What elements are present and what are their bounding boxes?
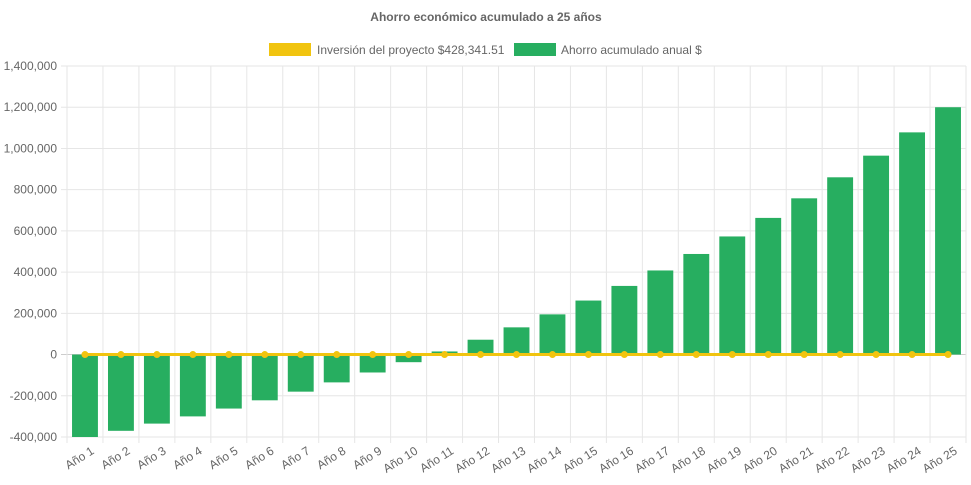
investment-point-23[interactable] <box>872 351 880 359</box>
investment-point-13[interactable] <box>513 351 520 359</box>
x-tick-label-19: Año 19 <box>704 444 744 476</box>
y-tick-label-7: 1,000,000 <box>4 141 58 155</box>
investment-point-1[interactable] <box>81 351 89 359</box>
legend-item-savings[interactable]: Ahorro acumulado anual $ <box>514 43 702 57</box>
y-tick-label-5: 600,000 <box>14 224 58 238</box>
bar-15[interactable] <box>575 300 602 355</box>
legend-item-investment[interactable]: Inversión del proyecto $428,341.51 <box>269 43 505 57</box>
investment-point-11[interactable] <box>441 351 449 359</box>
legend: Inversión del proyecto $428,341.51 Ahorr… <box>269 43 702 57</box>
y-tick-label-3: 200,000 <box>14 306 58 320</box>
investment-point-3[interactable] <box>153 351 161 359</box>
y-tick-label-8: 1,200,000 <box>4 100 58 114</box>
y-tick-label-2: 0 <box>50 348 57 362</box>
bar-10[interactable] <box>395 354 422 363</box>
legend-label-savings: Ahorro acumulado anual $ <box>561 43 702 57</box>
investment-point-4[interactable] <box>189 351 197 359</box>
y-tick-label-4: 400,000 <box>14 265 58 279</box>
x-tick-label-5: Año 5 <box>206 443 240 472</box>
x-tick-label-16: Año 16 <box>596 444 636 476</box>
investment-point-18[interactable] <box>692 351 700 359</box>
x-tick-label-10: Año 10 <box>381 444 421 476</box>
investment-point-10[interactable] <box>405 351 413 359</box>
bar-6[interactable] <box>251 354 278 401</box>
investment-point-14[interactable] <box>548 351 556 359</box>
investment-point-15[interactable] <box>584 351 592 359</box>
x-tick-label-8: Año 8 <box>314 443 348 472</box>
bar-16[interactable] <box>611 285 638 355</box>
x-tick-label-1: Año 1 <box>63 443 97 472</box>
x-axis: Año 1 Año 2 Año 3 Año 4 Año 5 Año 6 Año 7 Año 8… <box>63 443 960 475</box>
x-tick-label-7: Año 7 <box>278 443 312 472</box>
x-tick-label-18: Año 18 <box>668 444 708 476</box>
x-tick-label-20: Año 20 <box>740 444 780 476</box>
investment-point-9[interactable] <box>369 351 377 359</box>
x-tick-label-17: Año 17 <box>632 444 672 476</box>
bar-1[interactable] <box>72 354 98 437</box>
bar-23[interactable] <box>863 155 890 355</box>
investment-point-17[interactable] <box>656 351 664 359</box>
x-tick-label-9: Año 9 <box>350 443 384 472</box>
bar-7[interactable] <box>287 354 314 392</box>
bar-9[interactable] <box>359 354 386 373</box>
bar-21[interactable] <box>791 198 818 355</box>
investment-point-8[interactable] <box>333 351 341 359</box>
bar-4[interactable] <box>179 354 206 417</box>
chart-title: Ahorro económico acumulado a 25 años <box>370 10 602 24</box>
legend-swatch-savings <box>514 43 556 56</box>
bar-25[interactable] <box>935 107 961 355</box>
investment-point-19[interactable] <box>728 351 736 359</box>
x-tick-label-21: Año 21 <box>776 444 816 476</box>
x-tick-label-15: Año 15 <box>560 444 600 476</box>
bar-2[interactable] <box>107 354 134 431</box>
x-tick-label-4: Año 4 <box>170 443 204 472</box>
investment-point-20[interactable] <box>764 351 772 359</box>
x-tick-label-12: Año 12 <box>452 444 492 476</box>
bar-14[interactable] <box>539 314 566 355</box>
bar-5[interactable] <box>215 354 242 409</box>
x-tick-label-13: Año 13 <box>488 444 528 476</box>
investment-point-22[interactable] <box>836 351 844 359</box>
investment-point-7[interactable] <box>297 351 305 359</box>
legend-swatch-investment <box>269 43 311 56</box>
bar-24[interactable] <box>899 132 926 355</box>
x-tick-label-25: Año 25 <box>920 444 960 476</box>
x-tick-label-3: Año 3 <box>134 443 168 472</box>
bar-8[interactable] <box>323 354 350 383</box>
bar-3[interactable] <box>143 354 170 424</box>
y-tick-label-1: -200,000 <box>10 389 58 403</box>
investment-point-5[interactable] <box>225 351 233 359</box>
x-tick-label-22: Año 22 <box>812 444 852 476</box>
bar-22[interactable] <box>827 177 854 355</box>
bar-19[interactable] <box>719 236 746 355</box>
x-tick-label-11: Año 11 <box>417 444 456 476</box>
bar-13[interactable] <box>503 327 530 355</box>
y-tick-label-6: 800,000 <box>14 183 58 197</box>
bars <box>72 107 961 437</box>
bar-12[interactable] <box>467 339 494 355</box>
bar-20[interactable] <box>755 217 782 355</box>
y-tick-label-0: -400,000 <box>10 430 58 444</box>
investment-point-6[interactable] <box>261 351 269 359</box>
x-tick-label-14: Año 14 <box>524 444 564 476</box>
x-tick-label-6: Año 6 <box>242 443 276 472</box>
y-axis: -400,000 -200,000 0 200,000 400,000 600,000 80… <box>4 59 58 444</box>
investment-point-16[interactable] <box>620 351 628 359</box>
bar-17[interactable] <box>647 270 674 355</box>
investment-point-25[interactable] <box>944 351 952 359</box>
x-tick-label-23: Año 23 <box>848 444 888 476</box>
bar-18[interactable] <box>683 253 710 355</box>
investment-point-2[interactable] <box>117 351 125 359</box>
investment-point-12[interactable] <box>477 351 485 359</box>
legend-label-investment: Inversión del proyecto $428,341.51 <box>317 43 505 57</box>
grid <box>61 65 967 443</box>
x-tick-label-2: Año 2 <box>99 443 133 472</box>
investment-point-21[interactable] <box>800 351 808 359</box>
y-tick-label-9: 1,400,000 <box>4 59 58 73</box>
x-tick-label-24: Año 24 <box>884 444 924 476</box>
investment-line <box>81 351 952 359</box>
investment-point-24[interactable] <box>908 351 916 359</box>
